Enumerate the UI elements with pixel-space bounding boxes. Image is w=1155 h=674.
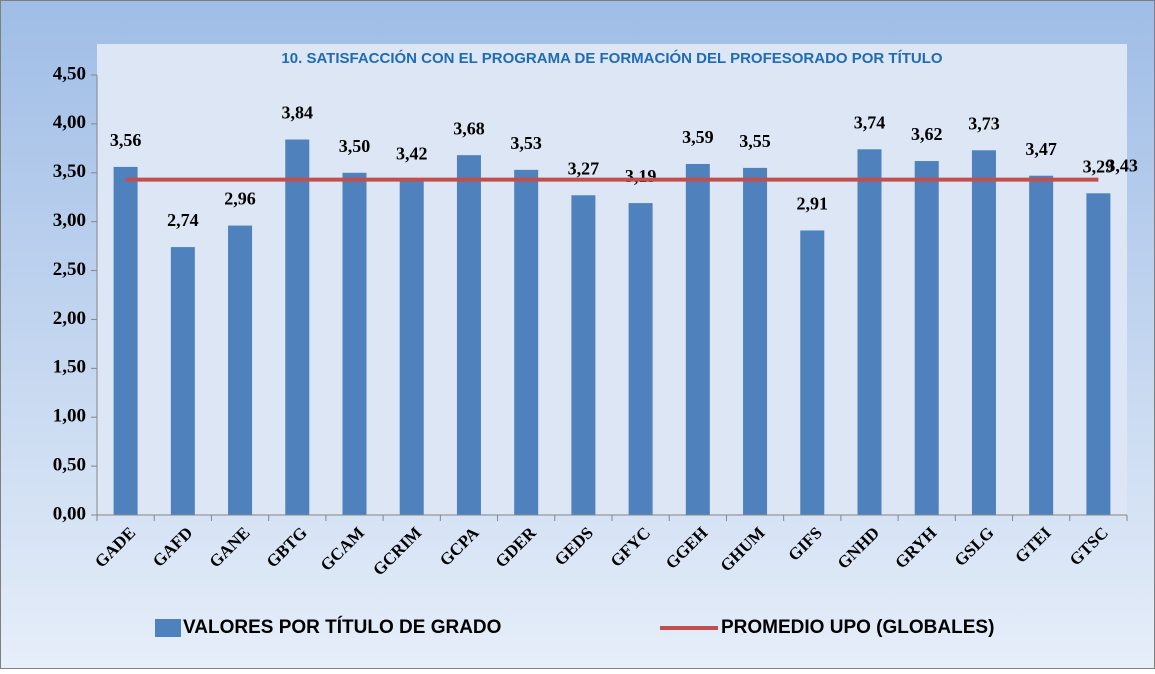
bar — [514, 169, 539, 515]
data-label: 3,62 — [911, 124, 943, 144]
bar — [685, 163, 710, 515]
data-label: 3,43 — [1106, 156, 1138, 176]
data-label: 3,59 — [682, 127, 714, 147]
data-label: 3,84 — [282, 103, 314, 123]
bar — [113, 166, 138, 515]
y-tick-label: 2,00 — [53, 308, 86, 329]
bar — [743, 167, 768, 515]
chart-title: 10. SATISFACCIÓN CON EL PROGRAMA DE FORM… — [281, 49, 942, 67]
y-tick-label: 1,00 — [53, 406, 86, 427]
bar — [971, 150, 996, 516]
y-tick-label: 3,50 — [53, 161, 86, 182]
bar — [456, 155, 481, 515]
y-tick-label: 0,50 — [53, 454, 86, 475]
data-label: 3,53 — [510, 133, 542, 153]
bar — [170, 247, 195, 516]
data-label: 3,19 — [625, 166, 657, 186]
y-tick-label: 0,00 — [53, 503, 86, 524]
bar — [571, 195, 596, 515]
plot-area — [97, 44, 1127, 515]
bar — [914, 161, 939, 516]
data-label: 3,50 — [339, 136, 371, 156]
legend-label: VALORES POR TÍTULO DE GRADO — [183, 616, 501, 638]
bar — [857, 149, 882, 516]
data-label: 3,68 — [453, 118, 485, 138]
y-tick-label: 3,00 — [53, 210, 86, 231]
bar — [228, 225, 253, 516]
legend-label: PROMEDIO UPO (GLOBALES) — [721, 617, 994, 638]
data-label: 2,74 — [167, 210, 199, 230]
bar — [342, 172, 367, 515]
bar — [800, 230, 825, 515]
data-label: 3,29 — [1083, 156, 1115, 176]
data-label: 3,56 — [110, 130, 142, 150]
data-label: 3,27 — [568, 158, 600, 178]
y-tick-label: 4,00 — [53, 112, 86, 133]
y-tick-label: 4,50 — [53, 63, 86, 84]
legend-swatch — [155, 619, 181, 637]
bar — [1029, 175, 1054, 515]
bar — [285, 139, 310, 516]
data-label: 2,91 — [797, 194, 829, 214]
data-label: 3,73 — [968, 113, 1000, 133]
data-label: 3,55 — [739, 131, 771, 151]
data-label: 3,47 — [1025, 139, 1057, 159]
data-label: 2,96 — [224, 189, 256, 209]
data-label: 3,74 — [854, 112, 886, 132]
data-label: 3,42 — [396, 144, 428, 164]
bar — [628, 203, 653, 516]
bar — [399, 180, 424, 515]
bar — [1086, 193, 1111, 516]
y-tick-label: 2,50 — [53, 259, 86, 280]
y-tick-label: 1,50 — [53, 357, 86, 378]
